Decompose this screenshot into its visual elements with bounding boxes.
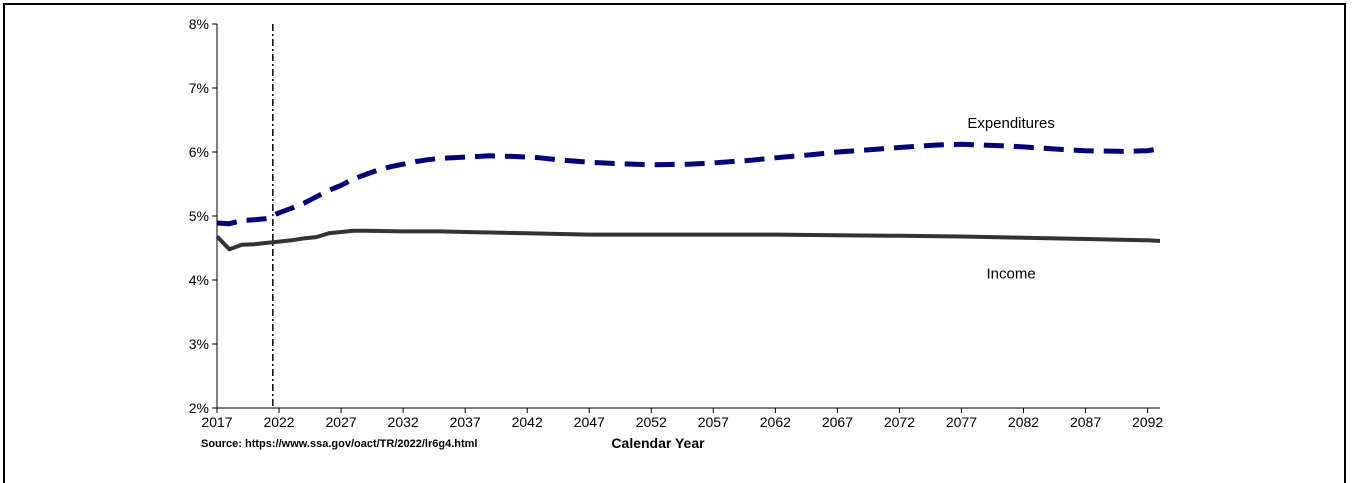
y-tick-label: 3% bbox=[189, 336, 209, 352]
series-labels: Expenditures Income bbox=[967, 115, 1055, 282]
y-tick-label: 5% bbox=[189, 208, 209, 224]
x-axis-ticks: 2017 2022 2027 2032 2037 2042 2047 2052 2057 2062… bbox=[201, 408, 1163, 430]
x-tick-label: 2077 bbox=[946, 414, 977, 430]
y-tick-label: 2% bbox=[189, 400, 209, 416]
axes bbox=[216, 24, 1160, 409]
y-tick-label: 4% bbox=[189, 272, 209, 288]
x-tick-label: 2087 bbox=[1070, 414, 1101, 430]
x-tick-label: 2052 bbox=[636, 414, 667, 430]
x-tick-label: 2017 bbox=[201, 414, 232, 430]
x-tick-label: 2027 bbox=[326, 414, 357, 430]
x-tick-label: 2072 bbox=[884, 414, 915, 430]
x-tick-label: 2037 bbox=[450, 414, 481, 430]
x-axis-title: Calendar Year bbox=[611, 435, 705, 451]
x-tick-label: 2032 bbox=[388, 414, 419, 430]
x-tick-label: 2062 bbox=[760, 414, 791, 430]
source-note: Source: https://www.ssa.gov/oact/TR/2022… bbox=[201, 438, 478, 450]
x-tick-label: 2057 bbox=[698, 414, 729, 430]
x-tick-label: 2082 bbox=[1008, 414, 1039, 430]
x-tick-label: 2042 bbox=[512, 414, 543, 430]
expenditures-line bbox=[216, 141, 1161, 227]
income-line bbox=[215, 228, 1161, 252]
y-tick-label: 7% bbox=[189, 80, 209, 96]
income-label: Income bbox=[987, 266, 1036, 283]
x-tick-label: 2092 bbox=[1132, 414, 1163, 430]
y-tick-label: 8% bbox=[189, 16, 209, 32]
x-tick-label: 2047 bbox=[574, 414, 605, 430]
y-axis-ticks: 2% 3% 4% 5% 6% 7% 8% bbox=[189, 16, 217, 416]
expenditures-label: Expenditures bbox=[967, 115, 1055, 132]
series-lines bbox=[215, 141, 1161, 252]
x-tick-label: 2022 bbox=[263, 414, 294, 430]
chart-frame bbox=[3, 3, 1346, 483]
y-tick-label: 6% bbox=[189, 144, 209, 160]
x-tick-label: 2067 bbox=[822, 414, 853, 430]
